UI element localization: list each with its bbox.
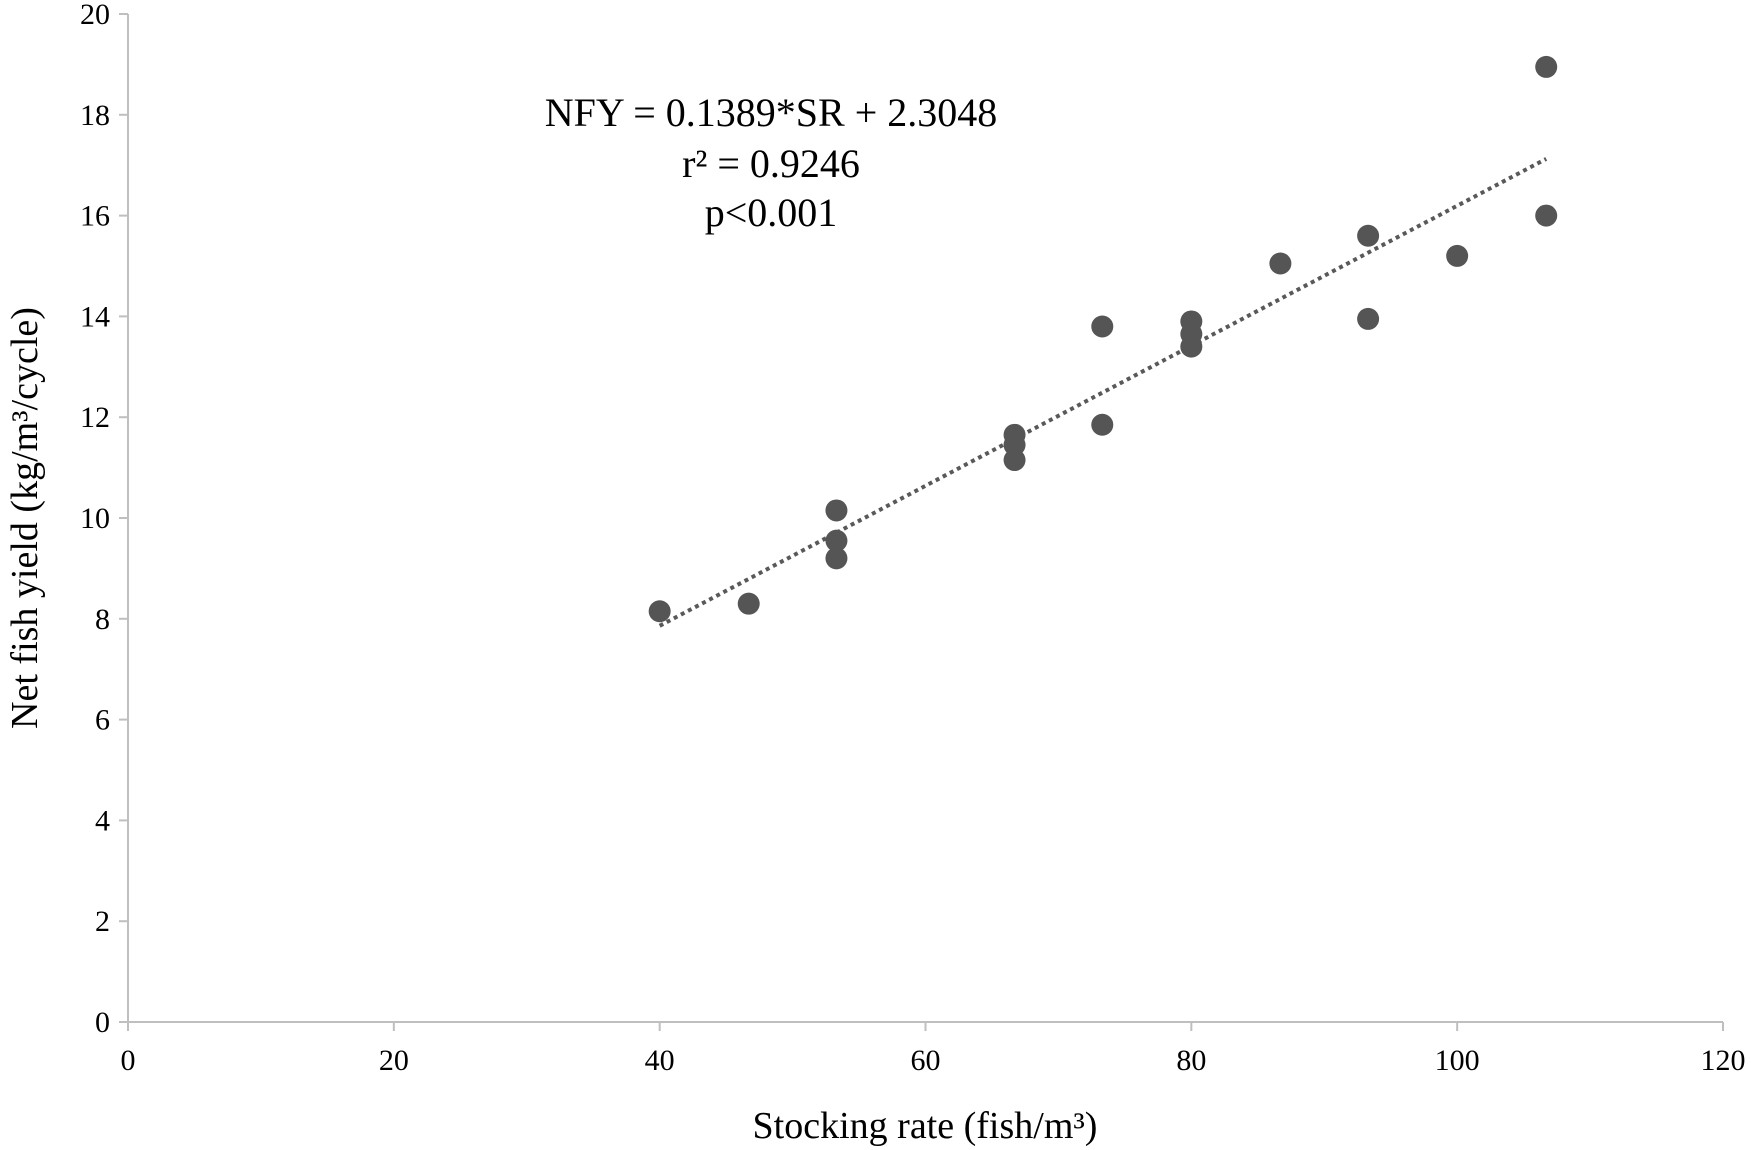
y-ticks: 0 2 4 6 8 10 12 14 16 18 20 (80, 0, 128, 1039)
trendline-group (658, 157, 1548, 628)
y-tick-label: 4 (95, 804, 110, 837)
y-tick-label: 16 (80, 200, 110, 233)
y-tick-label: 2 (95, 905, 110, 938)
data-points (648, 55, 1558, 623)
data-point (1535, 55, 1558, 78)
x-tick-label: 40 (645, 1044, 675, 1077)
data-point (1269, 252, 1292, 275)
y-tick-label: 14 (80, 300, 110, 333)
y-tick-label: 8 (95, 603, 110, 636)
y-tick-label: 20 (80, 0, 110, 31)
x-axis-title: Stocking rate (fish/m³) (753, 1105, 1098, 1147)
data-point (737, 592, 760, 615)
data-point (1357, 224, 1380, 247)
x-tick-label: 100 (1435, 1044, 1480, 1077)
x-tick-label: 60 (911, 1044, 941, 1077)
y-tick-label: 10 (80, 502, 110, 535)
annotation-equation: NFY = 0.1389*SR + 2.3048 (545, 90, 998, 135)
data-point (1535, 204, 1558, 227)
data-point (1091, 413, 1114, 436)
data-point (1357, 307, 1380, 330)
y-tick-label: 18 (80, 99, 110, 132)
data-point (1091, 315, 1114, 338)
x-tick-label: 120 (1701, 1044, 1746, 1077)
x-tick-label: 0 (121, 1044, 136, 1077)
data-point (648, 600, 671, 623)
y-tick-label: 6 (95, 704, 110, 737)
y-tick-label: 12 (80, 401, 110, 434)
x-tick-label: 20 (379, 1044, 409, 1077)
annotation-block: NFY = 0.1389*SR + 2.3048 r² = 0.9246 p<0… (545, 90, 998, 235)
data-point (825, 499, 848, 522)
data-point (825, 547, 848, 570)
data-point (1003, 449, 1026, 472)
x-tick-label: 80 (1176, 1044, 1206, 1077)
trendline (658, 157, 1548, 628)
y-tick-label: 0 (95, 1006, 110, 1039)
data-point (825, 529, 848, 552)
y-axis-title: Net fish yield (kg/m³/cycle) (4, 307, 46, 729)
x-ticks: 0 20 40 60 80 100 120 (121, 1022, 1746, 1077)
annotation-r-squared: r² = 0.9246 (682, 141, 860, 186)
axes (127, 14, 1723, 1023)
data-point (1003, 433, 1026, 456)
data-point (1180, 335, 1203, 358)
data-point (1446, 244, 1469, 267)
annotation-p-value: p<0.001 (705, 190, 838, 235)
